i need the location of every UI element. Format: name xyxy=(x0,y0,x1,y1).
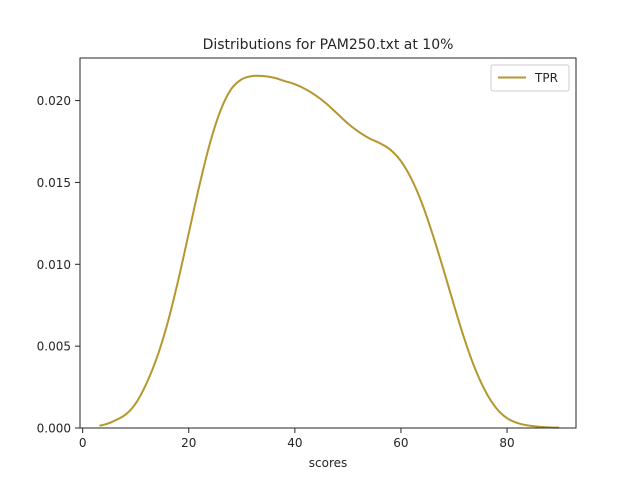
y-axis: 0.000 0.005 0.010 0.015 0.020 xyxy=(37,94,80,436)
legend-box xyxy=(490,64,570,92)
x-tick-label-0: 0 xyxy=(79,436,87,450)
series-line-tpr xyxy=(99,74,560,429)
y-tick-label-3: 0.015 xyxy=(37,176,71,190)
plot-frame xyxy=(79,57,577,429)
x-tick-label-2: 40 xyxy=(287,436,302,450)
x-axis: 0 20 40 60 80 xyxy=(79,428,515,450)
y-tick-label-4: 0.020 xyxy=(37,94,71,108)
y-tick-label-1: 0.005 xyxy=(37,340,71,354)
y-tick-label-0: 0.000 xyxy=(37,422,71,436)
y-tick-label-2: 0.010 xyxy=(37,258,71,272)
legend-label-tpr: TPR xyxy=(534,71,558,85)
x-tick-label-4: 80 xyxy=(499,436,514,450)
legend: TPR xyxy=(490,64,570,92)
plot-area xyxy=(80,58,576,428)
chart-title: Distributions for PAM250.txt at 10% xyxy=(203,37,454,53)
x-axis-title: scores xyxy=(309,456,348,470)
series-layer xyxy=(99,74,560,429)
x-tick-label-3: 60 xyxy=(393,436,408,450)
x-tick-label-1: 20 xyxy=(181,436,196,450)
